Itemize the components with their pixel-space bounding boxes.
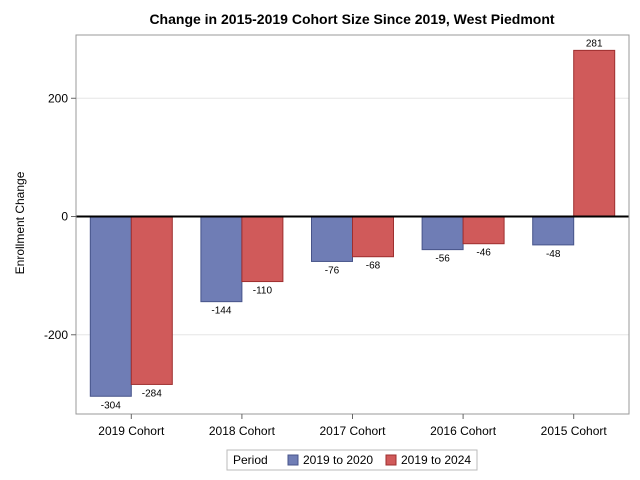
legend-swatch: [385, 454, 397, 466]
bar: [89, 216, 132, 397]
data-label: -284: [142, 388, 162, 399]
bar: [462, 216, 505, 245]
data-label: -76: [325, 265, 340, 276]
x-tick-label: 2015 Cohort: [541, 424, 608, 438]
y-tick-label: 200: [48, 91, 68, 105]
axes: 200 0 -200 2019 Cohort 2018 Cohort 2017 Cohor…: [44, 91, 607, 438]
data-label: -110: [253, 286, 273, 297]
bar: [532, 216, 575, 246]
legend: Period 2019 to 2020 2019 to 2024: [226, 449, 478, 471]
bar: [241, 216, 284, 283]
x-tick-label: 2016 Cohort: [430, 424, 497, 438]
bars: [89, 49, 616, 397]
bar: [130, 216, 173, 385]
data-label: -48: [546, 249, 561, 260]
x-tick-label: 2018 Cohort: [209, 424, 276, 438]
y-tick-label: 0: [61, 210, 68, 224]
chart-title: Change in 2015-2019 Cohort Size Since 20…: [149, 11, 554, 27]
data-label: -304: [101, 400, 121, 411]
data-label: -68: [366, 261, 381, 272]
x-tick-label: 2017 Cohort: [319, 424, 386, 438]
legend-title: Period: [233, 453, 268, 467]
legend-item-label: 2019 to 2020: [303, 453, 373, 467]
data-label: -56: [435, 254, 450, 265]
x-tick-label: 2019 Cohort: [98, 424, 165, 438]
bar: [352, 216, 394, 258]
legend-item-label: 2019 to 2024: [401, 453, 471, 467]
data-label: -46: [476, 248, 491, 259]
bar: [421, 216, 464, 251]
bar: [200, 216, 243, 303]
data-labels: -304 -284 -144 -110 -76 -68 -56 -46 -48 281: [101, 38, 603, 411]
data-label: 281: [586, 38, 603, 49]
y-axis-label: Enrollment Change: [13, 171, 27, 274]
y-tick-label: -200: [44, 328, 68, 342]
bar: [573, 49, 616, 218]
legend-swatch: [287, 454, 299, 466]
data-label: -144: [211, 306, 231, 317]
bar: [311, 216, 353, 262]
